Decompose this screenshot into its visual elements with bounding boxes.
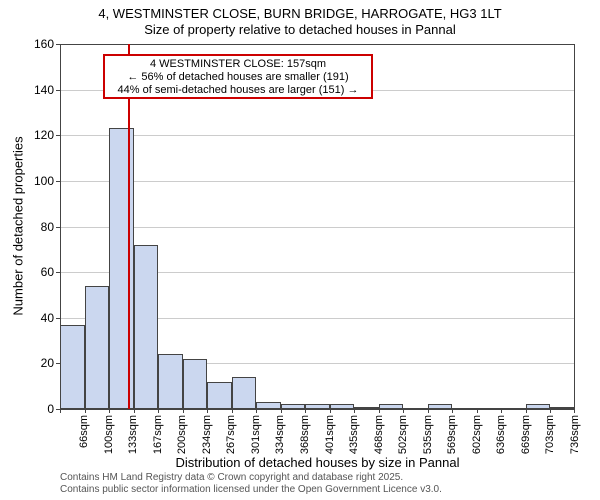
y-tick-label: 60 (14, 266, 54, 278)
y-tick-mark (56, 135, 60, 136)
y-tick-label: 80 (14, 221, 54, 233)
footer: Contains HM Land Registry data © Crown c… (60, 472, 442, 496)
title-main: 4, WESTMINSTER CLOSE, BURN BRIDGE, HARRO… (0, 6, 600, 22)
x-axis-segment (232, 409, 257, 410)
x-tick-label: 368sqm (299, 415, 311, 460)
y-tick-label: 120 (14, 129, 54, 141)
x-tick-label: 234sqm (201, 415, 213, 460)
x-axis-segment (354, 409, 379, 410)
y-tick-mark (56, 227, 60, 228)
x-axis-segment (85, 409, 110, 410)
footer-line-1: Contains public sector information licen… (60, 484, 442, 496)
x-axis-segment (452, 409, 477, 410)
annotation-box: 4 WESTMINSTER CLOSE: 157sqm ← 56% of det… (103, 54, 373, 99)
y-tick-label: 100 (14, 175, 54, 187)
x-axis-segment (207, 409, 232, 410)
x-axis-label: Distribution of detached houses by size … (60, 455, 575, 470)
annotation-line-0: 4 WESTMINSTER CLOSE: 157sqm (111, 58, 365, 71)
x-tick-label: 267sqm (225, 415, 237, 460)
x-axis-segment (550, 409, 575, 410)
y-tick-mark (56, 44, 60, 45)
x-axis-segment (109, 409, 134, 410)
title-sub: Size of property relative to detached ho… (0, 22, 600, 38)
y-tick-label: 140 (14, 84, 54, 96)
x-tick-label: 602sqm (471, 415, 483, 460)
x-tick-label: 334sqm (274, 415, 286, 460)
x-tick-label: 703sqm (544, 415, 556, 460)
y-tick-label: 40 (14, 312, 54, 324)
x-axis-segment (134, 409, 159, 410)
y-tick-mark (56, 181, 60, 182)
x-axis-segment (526, 409, 551, 410)
x-axis-segment (305, 409, 330, 410)
y-tick-mark (56, 318, 60, 319)
y-tick-mark (56, 272, 60, 273)
x-tick-label: 167sqm (152, 415, 164, 460)
x-tick-label: 669sqm (520, 415, 532, 460)
x-tick-label: 569sqm (446, 415, 458, 460)
x-tick-label: 133sqm (127, 415, 139, 460)
x-tick-label: 468sqm (373, 415, 385, 460)
chart-root: 4, WESTMINSTER CLOSE, BURN BRIDGE, HARRO… (0, 0, 600, 500)
x-axis-segment (256, 409, 281, 410)
x-axis-segment (183, 409, 208, 410)
x-axis-segment (501, 409, 526, 410)
x-tick-label: 66sqm (78, 415, 90, 460)
y-tick-mark (56, 363, 60, 364)
footer-line-0: Contains HM Land Registry data © Crown c… (60, 472, 442, 484)
x-tick-label: 301sqm (250, 415, 262, 460)
x-tick-label: 401sqm (324, 415, 336, 460)
x-axis-segment (428, 409, 453, 410)
annotation-line-1: ← 56% of detached houses are smaller (19… (111, 71, 365, 84)
x-axis-segment (379, 409, 404, 410)
y-tick-label: 160 (14, 38, 54, 50)
x-axis-segment (281, 409, 306, 410)
x-tick-label: 502sqm (397, 415, 409, 460)
annotation-line-2: 44% of semi-detached houses are larger (… (111, 84, 365, 97)
x-axis-segment (158, 409, 183, 410)
x-axis-segment (403, 409, 428, 410)
x-tick-label: 736sqm (569, 415, 581, 460)
x-axis-segment (60, 409, 85, 410)
x-axis-segment (330, 409, 355, 410)
y-tick-label: 0 (14, 403, 54, 415)
x-tick-mark (574, 409, 575, 413)
x-tick-label: 435sqm (348, 415, 360, 460)
y-tick-label: 20 (14, 357, 54, 369)
y-tick-mark (56, 90, 60, 91)
x-tick-label: 100sqm (103, 415, 115, 460)
x-tick-label: 200sqm (176, 415, 188, 460)
title-block: 4, WESTMINSTER CLOSE, BURN BRIDGE, HARRO… (0, 6, 600, 38)
x-tick-label: 636sqm (495, 415, 507, 460)
x-axis-segment (477, 409, 502, 410)
x-tick-label: 535sqm (422, 415, 434, 460)
